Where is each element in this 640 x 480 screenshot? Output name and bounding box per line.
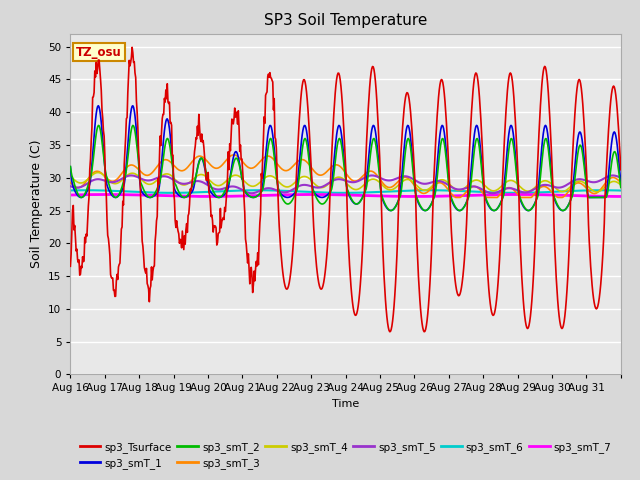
sp3_smT_6 [426,187,434,193]
sp3_smT_7 [102,192,109,197]
sp3_smT_1 [559,208,566,214]
sp3_smT_5 [403,173,410,179]
Line: sp3_smT_5: sp3_smT_5 [70,176,621,193]
sp3_smT_4 [617,182,625,188]
Line: sp3_smT_4: sp3_smT_4 [70,172,621,192]
sp3_smT_1 [260,169,268,175]
sp3_smT_6 [131,189,139,195]
sp3_smT_4 [403,177,411,182]
sp3_Tsurface [67,264,74,269]
sp3_smT_2 [281,200,289,205]
sp3_smT_7 [282,192,289,198]
sp3_smT_1 [281,194,289,200]
sp3_smT_3 [617,180,625,185]
sp3_smT_1 [617,180,625,186]
sp3_smT_5 [280,190,288,195]
sp3_smT_5 [617,175,625,180]
Legend: sp3_Tsurface, sp3_smT_1, sp3_smT_2, sp3_smT_3, sp3_smT_4, sp3_smT_5, sp3_smT_6, : sp3_Tsurface, sp3_smT_1, sp3_smT_2, sp3_… [76,438,616,473]
sp3_smT_1 [132,120,140,126]
sp3_smT_1 [434,154,442,159]
sp3_smT_7 [67,192,74,198]
sp3_smT_2 [260,179,268,184]
sp3_smT_4 [132,171,140,177]
sp3_smT_7 [435,193,442,199]
Line: sp3_smT_7: sp3_smT_7 [70,194,621,196]
sp3_Tsurface [281,283,289,288]
sp3_smT_5 [232,184,240,190]
sp3_smT_1 [67,164,74,169]
sp3_smT_2 [132,133,140,139]
sp3_smT_4 [593,189,600,195]
sp3_smT_3 [403,175,411,180]
sp3_smT_1 [95,103,102,108]
sp3_Tsurface [233,113,241,119]
sp3_smT_2 [617,185,625,191]
sp3_smT_6 [280,188,288,193]
sp3_smT_6 [434,187,442,193]
sp3_smT_3 [260,155,268,160]
Line: sp3_Tsurface: sp3_Tsurface [70,48,621,332]
sp3_smT_4 [233,172,241,178]
sp3_Tsurface [128,45,136,50]
sp3_smT_6 [512,190,520,196]
sp3_smT_5 [260,186,268,192]
Y-axis label: Soil Temperature (C): Soil Temperature (C) [29,140,43,268]
sp3_smT_2 [404,136,412,142]
sp3_smT_5 [131,173,139,179]
sp3_smT_4 [94,169,102,175]
sp3_smT_3 [434,180,442,186]
sp3_smT_6 [617,188,625,193]
sp3_smT_7 [205,193,212,199]
sp3_smT_3 [233,153,241,159]
sp3_smT_7 [132,192,140,198]
sp3_smT_2 [129,122,137,128]
Line: sp3_smT_3: sp3_smT_3 [70,155,621,197]
sp3_smT_4 [281,184,289,190]
sp3_smT_5 [433,178,441,184]
Line: sp3_smT_2: sp3_smT_2 [70,125,621,211]
sp3_smT_7 [404,193,412,199]
sp3_smT_4 [67,173,74,179]
sp3_smT_4 [260,176,268,181]
sp3_smT_2 [233,156,241,161]
sp3_smT_3 [281,168,289,173]
sp3_smT_2 [67,164,74,169]
Line: sp3_smT_6: sp3_smT_6 [70,190,621,193]
sp3_smT_1 [233,150,241,156]
sp3_smT_3 [452,194,460,200]
sp3_smT_6 [403,188,410,193]
sp3_Tsurface [435,95,442,100]
sp3_smT_6 [232,188,240,193]
sp3_smT_5 [609,173,617,179]
sp3_smT_7 [261,192,269,198]
sp3_smT_7 [234,193,241,199]
sp3_smT_3 [230,152,238,158]
sp3_smT_5 [488,191,496,196]
sp3_smT_6 [67,188,74,193]
sp3_Tsurface [260,114,268,120]
Line: sp3_smT_1: sp3_smT_1 [70,106,621,211]
sp3_smT_3 [131,163,139,169]
Text: TZ_osu: TZ_osu [76,46,122,59]
sp3_Tsurface [403,90,411,96]
sp3_Tsurface [420,329,428,335]
X-axis label: Time: Time [332,399,359,409]
sp3_smT_5 [67,183,74,189]
sp3_Tsurface [132,75,140,81]
sp3_smT_2 [387,208,395,214]
sp3_smT_4 [434,178,442,184]
sp3_smT_2 [435,161,442,167]
Title: SP3 Soil Temperature: SP3 Soil Temperature [264,13,428,28]
sp3_Tsurface [617,167,625,173]
sp3_smT_7 [617,193,625,199]
sp3_smT_6 [260,187,268,193]
sp3_smT_3 [67,180,74,185]
sp3_smT_1 [403,124,411,130]
